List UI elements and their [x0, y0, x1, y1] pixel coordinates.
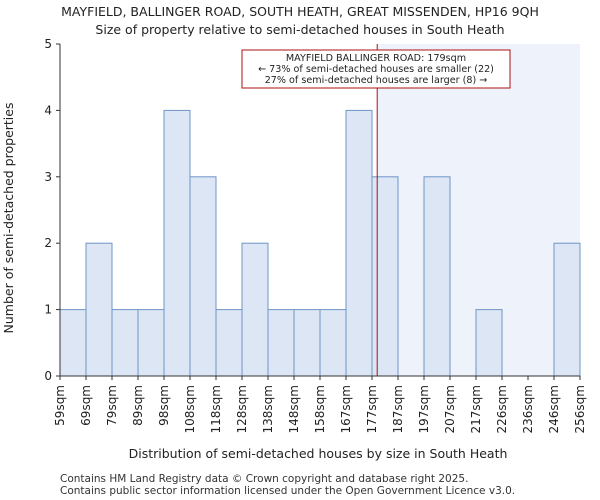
x-tick-label: 118sqm: [209, 385, 223, 433]
bar: [137, 309, 165, 377]
y-tick-label: 5: [44, 37, 52, 51]
x-tick-label: 69sqm: [79, 385, 93, 426]
footer-copyright: Contains HM Land Registry data © Crown c…: [60, 473, 469, 485]
y-tick-label: 0: [44, 369, 52, 383]
bar: [293, 309, 321, 377]
x-tick-label: 207sqm: [443, 385, 457, 433]
chart-title: MAYFIELD, BALLINGER ROAD, SOUTH HEATH, G…: [61, 4, 539, 19]
x-tick-label: 217sqm: [469, 385, 483, 433]
bar: [163, 109, 191, 377]
x-tick-label: 226sqm: [495, 385, 509, 433]
annotation-line-3: 27% of semi-detached houses are larger (…: [265, 75, 488, 86]
x-tick-label: 158sqm: [313, 385, 327, 433]
x-tick-label: 79sqm: [105, 385, 119, 426]
x-axis-label: Distribution of semi-detached houses by …: [129, 446, 508, 461]
bar: [345, 109, 373, 377]
bar: [85, 242, 113, 377]
footer-licence: Contains public sector information licen…: [60, 485, 516, 497]
bar: [553, 242, 581, 377]
bar: [111, 309, 139, 377]
x-tick-label: 236sqm: [521, 385, 535, 433]
x-tick-label: 187sqm: [391, 385, 405, 433]
y-axis-label: Number of semi-detached properties: [1, 103, 16, 334]
x-tick-label: 108sqm: [183, 385, 197, 433]
bar: [267, 309, 295, 377]
y-tick-label: 2: [44, 236, 52, 250]
annotation-box: [241, 49, 511, 89]
bar: [215, 309, 243, 377]
bar: [423, 176, 451, 377]
x-tick-label: 177sqm: [365, 385, 379, 433]
bar: [371, 176, 399, 377]
y-tick-label: 1: [44, 303, 52, 317]
bar: [319, 309, 347, 377]
chart-subtitle: Size of property relative to semi-detach…: [95, 22, 504, 37]
bar: [189, 176, 217, 377]
y-tick-label: 4: [44, 103, 52, 117]
x-tick-label: 148sqm: [287, 385, 301, 433]
bar: [475, 309, 503, 377]
x-tick-label: 98sqm: [157, 385, 171, 426]
x-tick-label: 256sqm: [573, 385, 587, 433]
x-tick-label: 128sqm: [235, 385, 249, 433]
x-tick-label: 246sqm: [547, 385, 561, 433]
y-tick-label: 3: [44, 170, 52, 184]
x-tick-label: 197sqm: [417, 385, 431, 433]
annotation-line-2: ← 73% of semi-detached houses are smalle…: [258, 64, 494, 75]
plot-area: 0 1 2 3 4 5 59sqm 69sqm 79sqm 89sqm 98sqm 108sqm 118…: [44, 37, 587, 433]
x-tick-label: 59sqm: [53, 385, 67, 426]
x-tick-label: 167sqm: [339, 385, 353, 433]
x-tick-label: 138sqm: [261, 385, 275, 433]
bar: [59, 309, 87, 377]
x-tick-label: 89sqm: [131, 385, 145, 426]
bar: [241, 242, 269, 377]
annotation-line-1: MAYFIELD BALLINGER ROAD: 179sqm: [286, 53, 466, 64]
